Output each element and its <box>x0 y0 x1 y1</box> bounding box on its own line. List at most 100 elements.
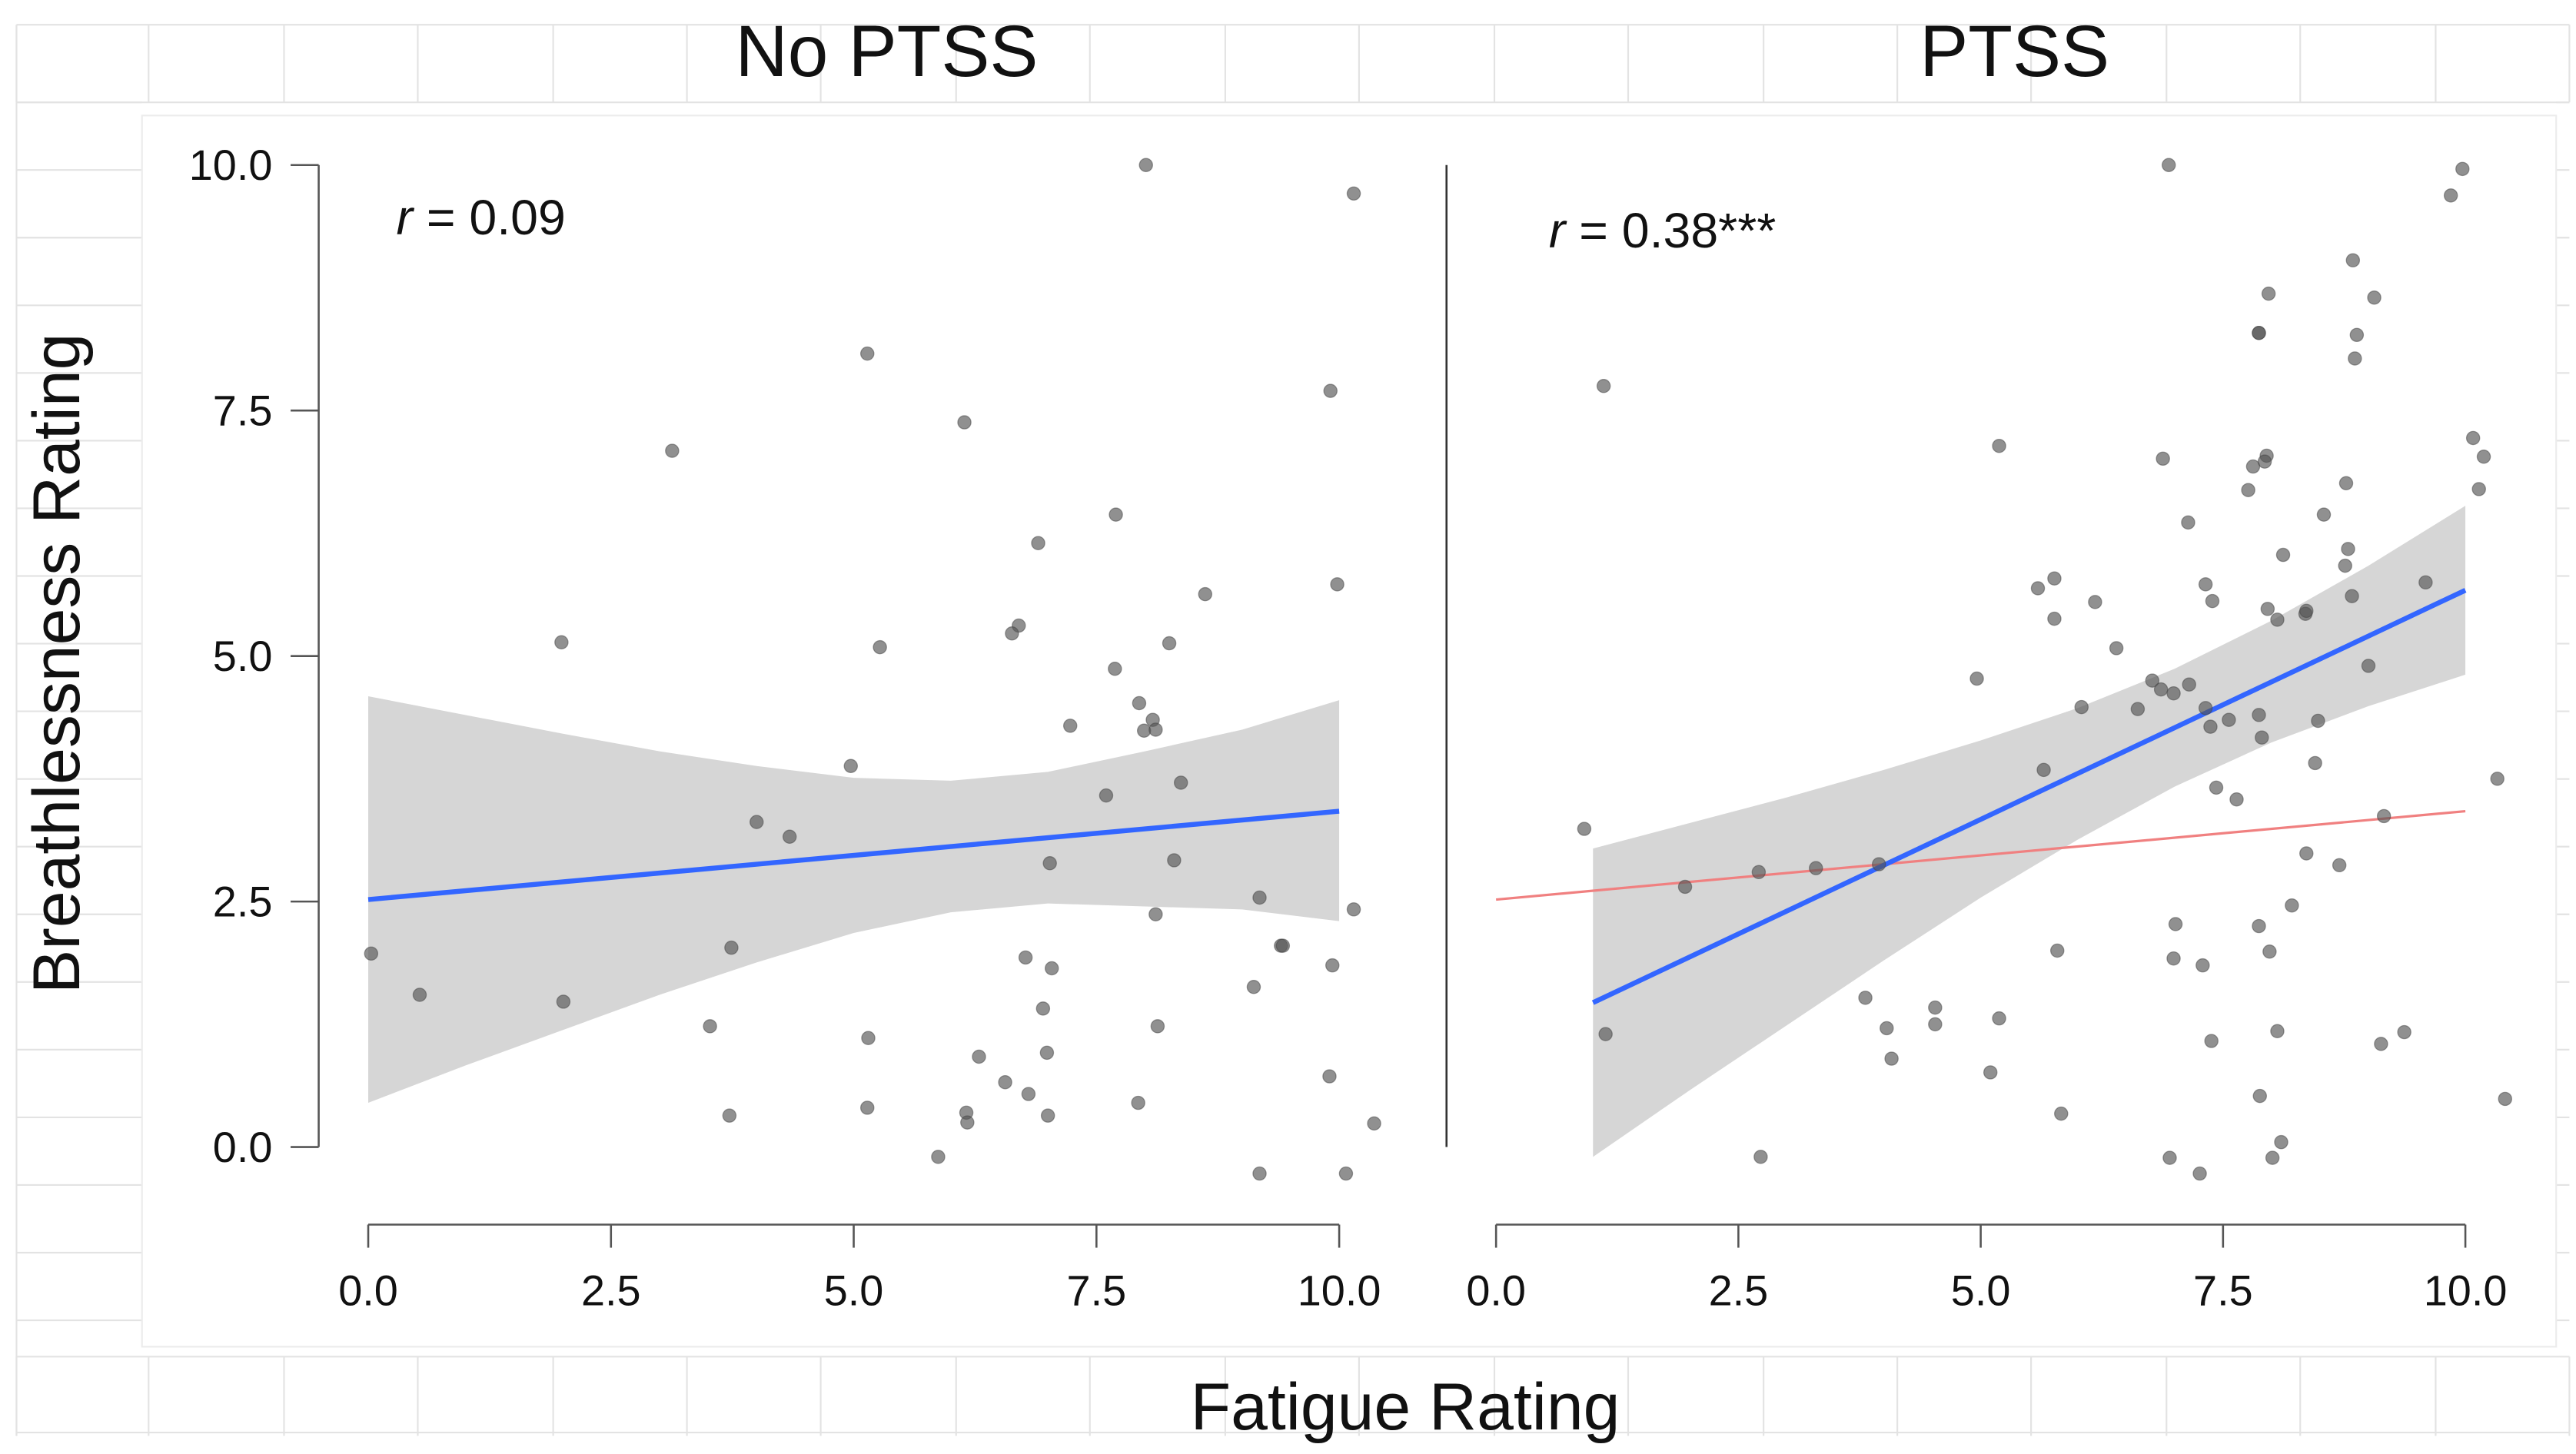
data-point <box>1044 961 1059 976</box>
data-point <box>2204 1034 2219 1048</box>
data-point <box>1099 788 1114 803</box>
data-point <box>2088 595 2102 609</box>
data-point <box>2270 1024 2285 1039</box>
x-tick-label: 0.0 <box>1466 1266 1526 1315</box>
data-point <box>1330 577 1345 592</box>
data-point <box>2109 641 2124 656</box>
data-point <box>556 994 571 1009</box>
x-tick-label: 5.0 <box>824 1266 884 1315</box>
data-point <box>1577 822 1592 836</box>
data-point <box>2198 577 2213 592</box>
x-tick-label: 10.0 <box>1298 1266 1381 1315</box>
data-point <box>2074 699 2089 715</box>
r-symbol: r <box>397 190 415 245</box>
data-point <box>750 815 764 829</box>
data-point <box>860 346 875 361</box>
data-point <box>1969 671 1984 686</box>
data-point <box>1198 586 1213 602</box>
panel-ptss: 0.0 2.5 5.0 7.5 10.0 <box>1445 158 2513 1315</box>
y-tick-label: 2.5 <box>213 877 273 925</box>
data-point <box>1150 1019 1165 1034</box>
data-point <box>2367 290 2382 305</box>
data-point <box>2349 327 2365 343</box>
x-tick-label: 2.5 <box>1709 1266 1769 1315</box>
data-point <box>2361 659 2376 673</box>
data-point <box>2265 1150 2280 1165</box>
panel-title-no-ptss: No PTSS <box>736 11 1039 92</box>
data-point <box>1809 861 1823 875</box>
data-point <box>2476 450 2491 464</box>
data-point <box>1753 1150 1768 1164</box>
data-point <box>960 1115 975 1130</box>
data-point <box>2198 701 2213 715</box>
data-point <box>2443 188 2458 203</box>
data-point <box>1928 1017 1943 1032</box>
data-point <box>2338 476 2354 490</box>
data-point <box>1148 907 1163 921</box>
data-point <box>1162 636 1177 651</box>
data-point <box>1252 1166 1267 1181</box>
data-point <box>722 1108 737 1123</box>
data-point <box>1346 902 1361 917</box>
data-point <box>1031 536 1045 550</box>
correlation-annotation-ptss: r = 0.38*** <box>1549 203 1777 258</box>
data-point <box>1880 1021 1894 1036</box>
data-point <box>1367 1116 1381 1131</box>
data-point <box>1322 1069 1337 1084</box>
data-point <box>412 988 427 1002</box>
data-point <box>1598 1027 1613 1041</box>
data-point <box>2036 762 2051 778</box>
data-point <box>1928 1000 1943 1015</box>
data-point <box>2345 589 2359 603</box>
data-point <box>2182 677 2196 692</box>
data-point <box>972 1049 986 1064</box>
data-point <box>2162 1150 2177 1165</box>
data-point <box>364 946 379 961</box>
x-tick-label: 5.0 <box>1951 1266 2011 1315</box>
data-point <box>1039 1045 1055 1061</box>
confidence-band <box>368 696 1340 1104</box>
data-point <box>554 635 569 650</box>
background-grid <box>15 24 2571 1436</box>
data-point <box>2260 602 2275 616</box>
data-point <box>2203 719 2218 734</box>
data-point <box>2471 482 2486 496</box>
data-point <box>998 1074 1012 1090</box>
data-point <box>2130 702 2146 716</box>
data-point <box>2345 253 2361 267</box>
data-point <box>1325 958 1340 973</box>
data-point <box>2153 682 2169 697</box>
data-point <box>861 1031 876 1045</box>
data-point <box>2209 780 2224 795</box>
data-point <box>1338 1166 1354 1181</box>
data-point <box>1275 938 1291 953</box>
data-point <box>2252 918 2266 934</box>
data-point <box>1751 865 1767 880</box>
data-point <box>1109 507 1123 522</box>
data-point <box>2338 558 2352 573</box>
data-point <box>957 415 972 430</box>
x-tick-label: 0.0 <box>338 1266 398 1315</box>
data-point <box>1042 856 1057 871</box>
data-point <box>2168 917 2183 931</box>
data-point <box>1148 722 1163 737</box>
data-point <box>1246 980 1261 994</box>
x-axis-label: Fatigue Rating <box>1191 1370 1620 1444</box>
data-point <box>1992 438 2006 453</box>
data-point <box>2261 286 2276 301</box>
r-value: = 0.09 <box>413 190 566 245</box>
data-point <box>2205 593 2220 609</box>
data-point <box>1992 1011 2006 1026</box>
data-point <box>843 759 859 774</box>
data-point <box>2192 1166 2207 1181</box>
data-point <box>2229 792 2244 807</box>
data-point <box>2222 712 2236 727</box>
y-tick-label: 10.0 <box>189 141 273 189</box>
data-point <box>2498 1091 2513 1107</box>
data-point <box>2166 686 2181 701</box>
regression-line <box>367 808 1340 902</box>
data-point <box>2348 351 2362 366</box>
data-point <box>2162 158 2176 172</box>
data-point <box>2418 575 2433 590</box>
